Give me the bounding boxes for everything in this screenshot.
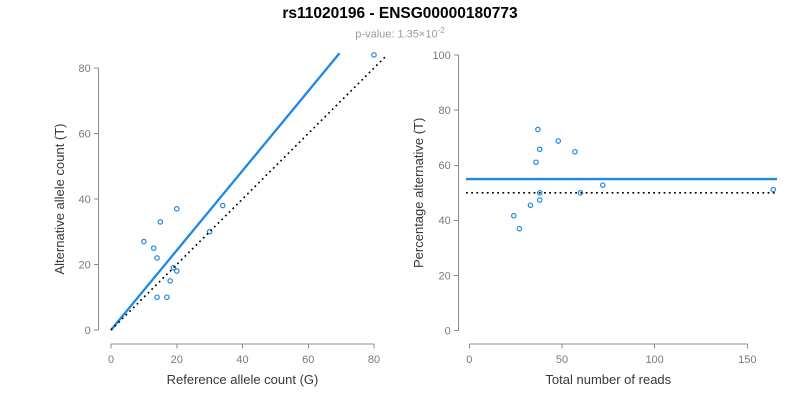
- data-point: [154, 255, 160, 261]
- x-axis-title: Total number of reads: [545, 372, 671, 387]
- x-tick-label: 40: [236, 354, 248, 366]
- data-point: [599, 182, 606, 188]
- y-tick-label: 20: [439, 270, 451, 282]
- data-point: [167, 278, 173, 284]
- data-point: [141, 238, 147, 245]
- x-tick-label: 50: [556, 354, 568, 366]
- y-tick-label: 60: [439, 160, 451, 172]
- y-tick-label: 0: [445, 326, 451, 338]
- data-point: [527, 202, 534, 209]
- data-point: [555, 138, 562, 144]
- x-tick-label: 20: [171, 354, 183, 366]
- right-plot: 0 20 40 60 80 100 0 50 100 150 Total number of rea…: [411, 50, 777, 387]
- y-tick-label: 100: [432, 50, 450, 62]
- y-axis-title: Percentage alternative (T): [411, 118, 426, 268]
- left-plot: 0 20 40 60 80 0 20 40 60 80 Reference allele count…: [52, 52, 388, 387]
- y-tick-label: 0: [85, 325, 91, 337]
- x-tick-label: 0: [108, 354, 114, 366]
- data-point: [170, 264, 177, 271]
- x-tick-label: 100: [645, 354, 663, 366]
- p-value-exponent: -2: [437, 26, 445, 35]
- y-tick-label: 80: [79, 63, 91, 75]
- x-axis-title: Reference allele count (G): [167, 372, 319, 387]
- y-tick-label: 20: [79, 259, 91, 271]
- x-tick-label: 150: [738, 354, 756, 366]
- data-point: [770, 186, 777, 193]
- identity-line: [110, 54, 388, 331]
- data-point: [572, 148, 578, 155]
- p-value-text: p-value: 1.35×10: [355, 28, 438, 41]
- data-point: [154, 294, 160, 301]
- data-point: [173, 206, 180, 212]
- page-title: rs11020196 - ENSG00000180773: [282, 5, 518, 22]
- y-tick-label: 40: [79, 194, 91, 206]
- y-tick-label: 80: [439, 105, 451, 117]
- fit-line: [110, 52, 341, 331]
- y-tick-label: 40: [439, 215, 451, 227]
- data-point: [173, 268, 180, 274]
- data-point: [516, 225, 523, 232]
- x-tick-label: 0: [466, 354, 472, 366]
- x-tick-label: 60: [302, 354, 314, 366]
- data-point: [535, 126, 541, 133]
- y-tick-label: 60: [79, 128, 91, 140]
- data-point: [536, 190, 543, 196]
- data-point: [536, 197, 543, 203]
- data-point: [577, 190, 584, 196]
- data-point: [371, 52, 377, 58]
- data-point: [206, 228, 213, 235]
- p-value-subtitle: p-value: 1.35×10-2: [0, 26, 800, 41]
- y-axis-title: Alternative allele count (T): [52, 123, 67, 274]
- data-point: [533, 159, 539, 166]
- x-tick-label: 80: [368, 354, 380, 366]
- data-point: [164, 294, 170, 301]
- data-point: [157, 219, 164, 225]
- data-point: [536, 146, 543, 153]
- data-point: [150, 245, 157, 251]
- data-point: [510, 212, 517, 219]
- data-point: [219, 202, 226, 209]
